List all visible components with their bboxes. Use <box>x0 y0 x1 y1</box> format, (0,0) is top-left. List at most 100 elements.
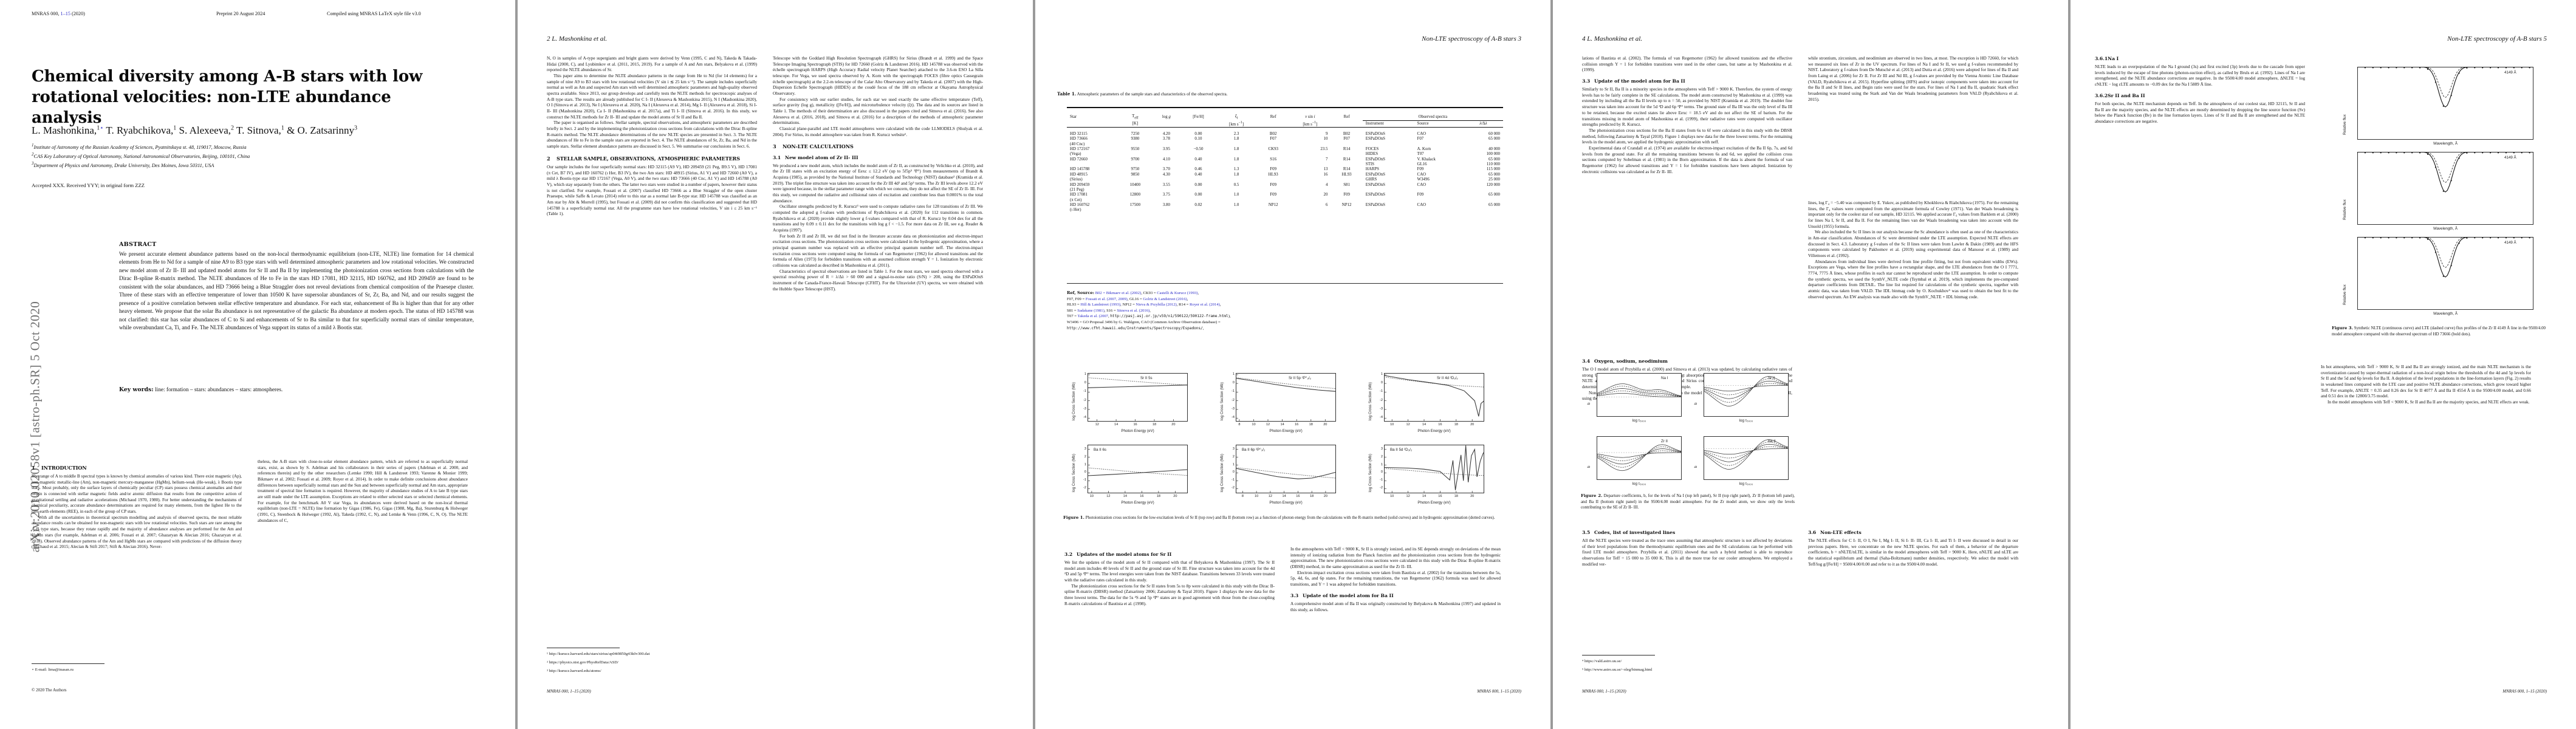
table-caption-text: Atmospheric parameters of the sample sta… <box>1077 92 1228 97</box>
departure-curve <box>1704 378 1789 403</box>
figure-3-panel-title: 4149 Å <box>2504 241 2516 245</box>
paragraph: For both species, the NLTE mechanism dep… <box>2095 101 2305 124</box>
figure-1-ytick: -1 <box>1380 389 1383 394</box>
figure-2-label: Figure 2. <box>1581 493 1603 498</box>
figure-2-xlabel: log τ₅₀₀₀ <box>1739 482 1753 486</box>
footnote-4[interactable]: ⁴ https://vald.astro.uu.se/ <box>1582 659 1622 663</box>
paragraph: The paper is organised as follows. Stell… <box>547 120 757 149</box>
subsection-title: Updates of the model atoms for Sr II <box>1077 552 1172 557</box>
figure-1-ytick: -1 <box>1083 389 1086 394</box>
departure-curve <box>1704 439 1789 470</box>
figure-1-xtick: 8 <box>1238 423 1241 426</box>
page-footer: MNRAS 000, 1–15 (2020) <box>1582 689 1626 694</box>
subsection-number: 3.6.1 <box>2095 56 2108 61</box>
paragraph: lines, log Γ₄ = −5.40 was computed by E.… <box>1808 200 2018 229</box>
th-star: Star <box>1070 115 1077 120</box>
figure-2-panel <box>1597 436 1682 480</box>
table-row: HD 209459 10400 3.55 0.00 0.5 F09 4 S81 … <box>1070 182 1500 187</box>
subsection-number: 3.2 <box>1064 552 1073 557</box>
subsection-title: Sr II and Ba II <box>2108 92 2145 98</box>
departure-curve <box>1597 388 1682 397</box>
figure-1: Sr II 5s log Cross Section (Mb) 1 0 -1 -2 -3 -4… <box>1063 369 1507 510</box>
page-footer: MNRAS 000, 1–15 (2020) <box>1477 689 1521 694</box>
figure-1-xtick: 8 <box>1241 495 1244 498</box>
rmatrix-curve <box>1384 445 1484 490</box>
keywords-value: line: formation – stars: abundances – st… <box>155 387 283 393</box>
abstract-block: ABSTRACT We present accurate element abu… <box>119 241 474 333</box>
table-row-sub: (40 Cnc) <box>1070 142 1085 146</box>
section-number: 3 <box>773 143 776 150</box>
figure-1-xtick: 18 <box>1309 423 1313 426</box>
figure-1-ytick: -2 <box>1083 486 1086 490</box>
subsection-number: 3.3 <box>1290 592 1299 598</box>
nlte-profile <box>2357 67 2533 108</box>
departure-curve <box>1597 386 1682 397</box>
th-teff: Teff <box>1132 114 1139 120</box>
figure-2-panel <box>1597 373 1682 417</box>
figure-1-plot-area <box>1236 373 1336 422</box>
figure-3-panel-title: 4149 Å <box>2504 70 2516 75</box>
figure-2-panel-title: Zr II <box>1661 439 1668 443</box>
email-footnote[interactable]: ⋆ E-mail: lima@inasan.ru <box>32 668 74 672</box>
departure-curve <box>1704 376 1789 406</box>
figure-1-ytick: 0 <box>1232 381 1235 385</box>
paragraph: N, O in samples of A-type supergiants an… <box>547 56 757 73</box>
figure-1-ytick: 1 <box>1380 462 1383 467</box>
table-group-label-row: Star Teff log g [Fe/H] ξt Ref v sin i Re… <box>1067 114 1503 121</box>
figure-1-ytick: -4 <box>1380 416 1383 420</box>
figure-1-xlabel: Photon Energy (eV) <box>1269 501 1303 505</box>
section-heading-stellar-sample: 2 STELLAR SAMPLE, OBSERVATIONS, ATMOSPHER… <box>547 156 757 162</box>
table-caption: Table 1. Atmospheric parameters of the s… <box>1057 91 1361 98</box>
figure-3-caption-text: Synthetic NLTE (continuous curve) and LT… <box>2332 326 2546 337</box>
running-head: Non-LTE spectroscopy of A-B stars 3 <box>1422 35 1521 43</box>
subsection-heading-na: 3.6.1Na I <box>2095 56 2305 62</box>
figure-3-plot-area <box>2357 237 2533 310</box>
paragraph: For consistency with our earlier studies… <box>773 97 983 126</box>
subsection-number: 3.6 <box>1808 530 1817 535</box>
th-resolution: λ/Δλ <box>1479 122 1487 126</box>
figure-2: Na I b log τ₅₀₀₀ Sr II b log τ₅₀₀₀ Zr II b log… <box>1581 371 1795 491</box>
figure-1-xtick: 20 <box>1171 423 1176 426</box>
p4-right-column: while strontium, zirconium, and neodimiu… <box>1808 56 2018 196</box>
journal-ref-pages[interactable]: 1–15 <box>60 11 70 16</box>
table-row-sub: (Vega) HIDES T07 100 000 <box>1070 152 1500 157</box>
figure-1-label: Figure 1. <box>1063 515 1084 520</box>
paragraph: Characteristics of spectral observations… <box>773 269 983 292</box>
figure-1-xtick: 16 <box>1295 423 1299 426</box>
figure-1-ytick: 1 <box>1232 462 1235 467</box>
figure-3-panel <box>2357 67 2533 140</box>
paragraph: With all the uncertainties in theoretica… <box>32 515 242 550</box>
subsection-heading-sr-ba: 3.6.2Sr II and Ba II <box>2095 93 2305 99</box>
paragraph: Abundances from individual lines were de… <box>1808 259 2018 299</box>
table-notes-line: http://www.cfht.hawaii.edu/Instruments/S… <box>1067 326 1204 330</box>
figure-1-xtick: 16 <box>1296 495 1300 498</box>
figure-1-panel <box>1088 445 1188 493</box>
footnote-5[interactable]: ⁵ http://www.astro.uu.se/~oleg/binmag.ht… <box>1582 668 1653 672</box>
subsection-title: New model atom of Zr II- III <box>785 154 858 160</box>
footnote-3[interactable]: ³ http://kurucz.harvard.edu/atoms/ <box>547 669 601 673</box>
table-row-sub: (ι Her) <box>1070 208 1081 213</box>
figure-3-xlabel: Wavelength, Å <box>2433 312 2458 316</box>
figure-2-xlabel: log τ₅₀₀₀ <box>1632 419 1646 423</box>
figure-2-caption: Figure 2. Departure coefficients, b, for… <box>1581 493 1795 511</box>
paragraph: All the NLTE species were treated as the… <box>1582 538 1792 567</box>
figure-1-panel <box>1384 445 1484 493</box>
footnote-1[interactable]: ¹ http://kurucz.harvard.edu/stars/sirius… <box>547 652 650 656</box>
paragraph: The photoionization cross sections for t… <box>1582 128 1792 145</box>
figure-1-xtick: 10 <box>1390 423 1394 426</box>
figure-1-ytick: -2 <box>1083 398 1086 402</box>
keywords-block: Key words: line: formation – stars: abun… <box>119 386 474 393</box>
footnote-2[interactable]: ² https://physics.nist.gov/PhysRefData/A… <box>547 660 618 665</box>
departure-curve <box>1704 446 1789 459</box>
figure-1-ylabel: log Cross Section (Mb) <box>1368 382 1372 420</box>
figure-1-xtick: 18 <box>1454 495 1458 498</box>
figure-1-xtick: 20 <box>1323 423 1327 426</box>
figure-1-xtick: 16 <box>1438 423 1442 426</box>
lte-profile <box>2357 152 2533 183</box>
paragraph: The NLTE effects for C I- II, O I, Ne I,… <box>1808 538 2018 567</box>
figure-1-ytick: 1 <box>1084 462 1086 467</box>
paragraph: lations of Bautista et al. (2002). The f… <box>1582 56 1792 73</box>
rmatrix-curve <box>1236 378 1336 392</box>
figure-2-ylabel: b <box>1694 465 1698 468</box>
figure-2-plot-area <box>1597 373 1682 417</box>
